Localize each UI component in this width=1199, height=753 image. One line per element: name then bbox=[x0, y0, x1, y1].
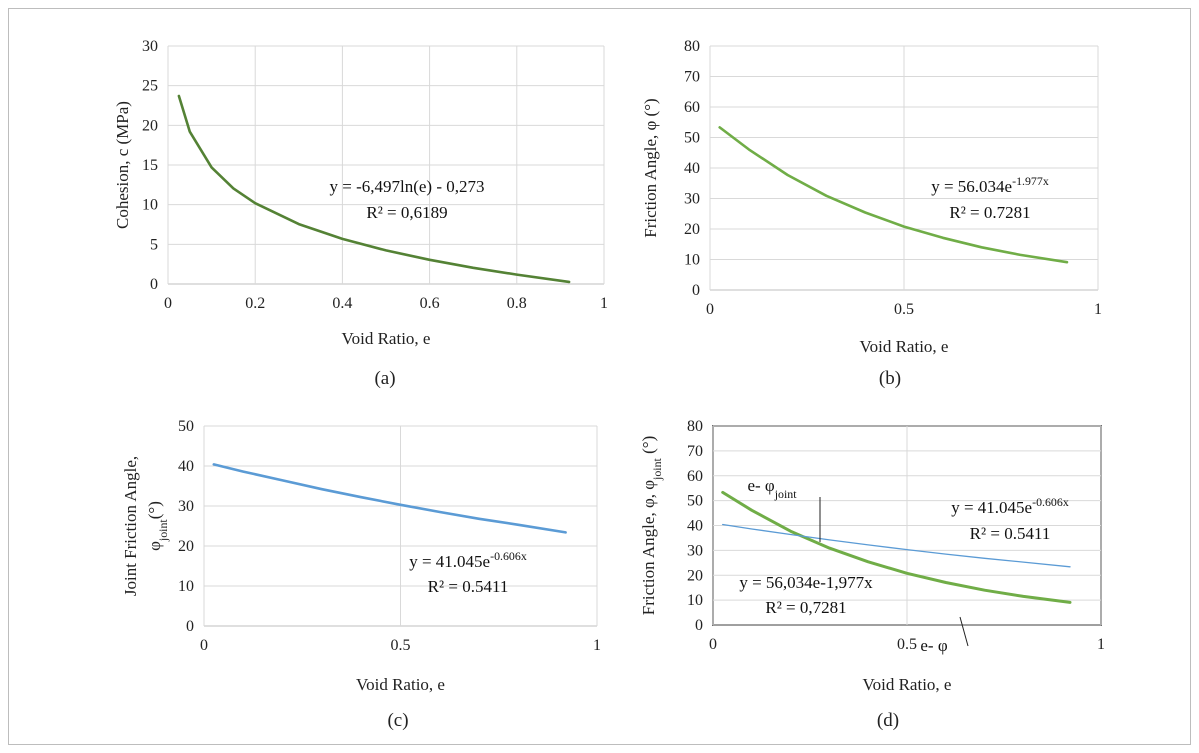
y-tick-label: 40 bbox=[687, 518, 703, 535]
y-axis-label: Cohesion, c (MPa) bbox=[113, 101, 132, 229]
text-tail: (°) bbox=[639, 436, 658, 458]
x-tick-label: 1 bbox=[1094, 301, 1102, 318]
y-tick-label: 80 bbox=[684, 38, 700, 55]
y-tick-label: 5 bbox=[150, 236, 158, 253]
y-axis-label: φjoint(°) bbox=[145, 501, 170, 551]
y-tick-label: 60 bbox=[684, 99, 700, 116]
series-line-0 bbox=[721, 490, 1072, 604]
y-axis-label: Friction Angle, φ (°) bbox=[641, 98, 660, 237]
x-tick-label: 0.5 bbox=[894, 301, 914, 318]
y-tick-label: 25 bbox=[142, 78, 158, 95]
y-tick-label: 0 bbox=[695, 617, 703, 634]
y-tick-label: 70 bbox=[684, 69, 700, 86]
x-axis-label: Void Ratio, e bbox=[356, 675, 445, 694]
y-tick-label: 20 bbox=[142, 117, 158, 134]
text-base: φ bbox=[145, 541, 164, 551]
y-tick-label: 40 bbox=[684, 160, 700, 177]
y-tick-label: 30 bbox=[687, 542, 703, 559]
x-tick-label: 0.5 bbox=[391, 637, 411, 654]
x-tick-label: 0.6 bbox=[420, 295, 440, 312]
y-tick-label: 30 bbox=[142, 38, 158, 55]
y-tick-label: 50 bbox=[687, 493, 703, 510]
y-tick-label: 10 bbox=[178, 578, 194, 595]
series-line-0 bbox=[177, 94, 571, 284]
text-base: y = 56.034e bbox=[931, 177, 1012, 196]
series-line-1 bbox=[722, 523, 1071, 568]
x-tick-label: 0.8 bbox=[507, 295, 527, 312]
trendline-annotation: e- φjoint bbox=[747, 476, 797, 501]
figure-frame bbox=[8, 8, 1191, 745]
text-subscript: joint bbox=[650, 457, 664, 480]
y-tick-label: 50 bbox=[684, 130, 700, 147]
x-tick-label: 1 bbox=[1097, 636, 1105, 653]
panel-caption: (c) bbox=[387, 710, 408, 731]
y-tick-label: 50 bbox=[178, 418, 194, 435]
trendline-annotation: e- φ bbox=[920, 636, 947, 655]
y-tick-label: 10 bbox=[687, 592, 703, 609]
trendline-annotation: R² = 0.5411 bbox=[970, 524, 1051, 543]
x-tick-label: 0 bbox=[709, 636, 717, 653]
x-tick-label: 0.5 bbox=[897, 636, 917, 653]
trendline-annotation: R² = 0,7281 bbox=[765, 598, 846, 617]
y-tick-label: 30 bbox=[178, 498, 194, 515]
y-tick-label: 0 bbox=[150, 276, 158, 293]
text-superscript: -0.606x bbox=[490, 549, 527, 563]
y-tick-label: 70 bbox=[687, 443, 703, 460]
x-tick-label: 1 bbox=[600, 295, 608, 312]
y-tick-label: 20 bbox=[178, 538, 194, 555]
y-axis-label: Joint Friction Angle, bbox=[121, 456, 140, 596]
x-tick-label: 0 bbox=[200, 637, 208, 654]
y-tick-label: 10 bbox=[142, 197, 158, 214]
y-tick-label: 10 bbox=[684, 252, 700, 269]
x-tick-label: 0.2 bbox=[245, 295, 265, 312]
chart-d: 0 10 20 30 40 50 60 70 80 0 0.5 1 y = 41.045e-0.606x… bbox=[639, 418, 1105, 731]
text-tail: (°) bbox=[145, 501, 164, 519]
panel-caption: (d) bbox=[877, 710, 899, 731]
x-tick-label: 0 bbox=[706, 301, 714, 318]
trendline-annotation: R² = 0.5411 bbox=[428, 577, 509, 596]
text-base: y = 41.045e bbox=[409, 552, 490, 571]
trendline-annotation: R² = 0,6189 bbox=[366, 203, 447, 222]
trendline-annotation: y = 56,034e-1,977x bbox=[739, 573, 873, 592]
chart-a: 0 5 10 15 20 25 30 0 0.2 0.4 0.6 0.8 1 y = -6,497ln(e… bbox=[113, 38, 608, 389]
series-line-0 bbox=[212, 463, 567, 534]
x-axis-label: Void Ratio, e bbox=[342, 329, 431, 348]
panel-caption: (a) bbox=[374, 368, 395, 389]
y-tick-label: 80 bbox=[687, 418, 703, 435]
x-tick-label: 0.4 bbox=[332, 295, 352, 312]
trendline-annotation: y = 41.045e-0.606x bbox=[951, 495, 1069, 517]
text-base: Friction Angle, φ, φ bbox=[639, 480, 658, 615]
x-tick-label: 1 bbox=[593, 637, 601, 654]
chart-b: 0 10 20 30 40 50 60 70 80 0 0.5 1 y = 56.034e-1.977x… bbox=[641, 38, 1102, 389]
text-subscript: joint bbox=[156, 519, 170, 542]
y-tick-label: 40 bbox=[178, 458, 194, 475]
text-base: y = 41.045e bbox=[951, 498, 1032, 517]
trendline-annotation: y = 41.045e-0.606x bbox=[409, 549, 527, 571]
x-tick-label: 0 bbox=[164, 295, 172, 312]
trendline-annotation: y = -6,497ln(e) - 0,273 bbox=[329, 177, 484, 196]
trendline-annotation: y = 56.034e-1.977x bbox=[931, 174, 1049, 196]
y-tick-label: 15 bbox=[142, 157, 158, 174]
text-superscript: -1.977x bbox=[1012, 174, 1049, 188]
y-tick-label: 20 bbox=[684, 221, 700, 238]
y-axis-label: Friction Angle, φ, φjoint (°) bbox=[639, 436, 664, 616]
y-tick-label: 0 bbox=[186, 618, 194, 635]
y-tick-label: 20 bbox=[687, 567, 703, 584]
trendline-annotation: R² = 0.7281 bbox=[949, 203, 1030, 222]
text-superscript: -0.606x bbox=[1032, 495, 1069, 509]
chart-c: 0 10 20 30 40 50 0 0.5 1 y = 41.045e-0.606x R² = 0… bbox=[121, 418, 601, 731]
x-axis-label: Void Ratio, e bbox=[863, 675, 952, 694]
text-subscript: joint bbox=[774, 487, 797, 501]
y-tick-label: 0 bbox=[692, 282, 700, 299]
annotation-leader bbox=[959, 616, 969, 647]
y-tick-label: 60 bbox=[687, 468, 703, 485]
x-axis-label: Void Ratio, e bbox=[860, 337, 949, 356]
panel-caption: (b) bbox=[879, 368, 901, 389]
text-base: e- φ bbox=[747, 476, 774, 495]
series-line-0 bbox=[718, 126, 1069, 264]
y-tick-label: 30 bbox=[684, 191, 700, 208]
